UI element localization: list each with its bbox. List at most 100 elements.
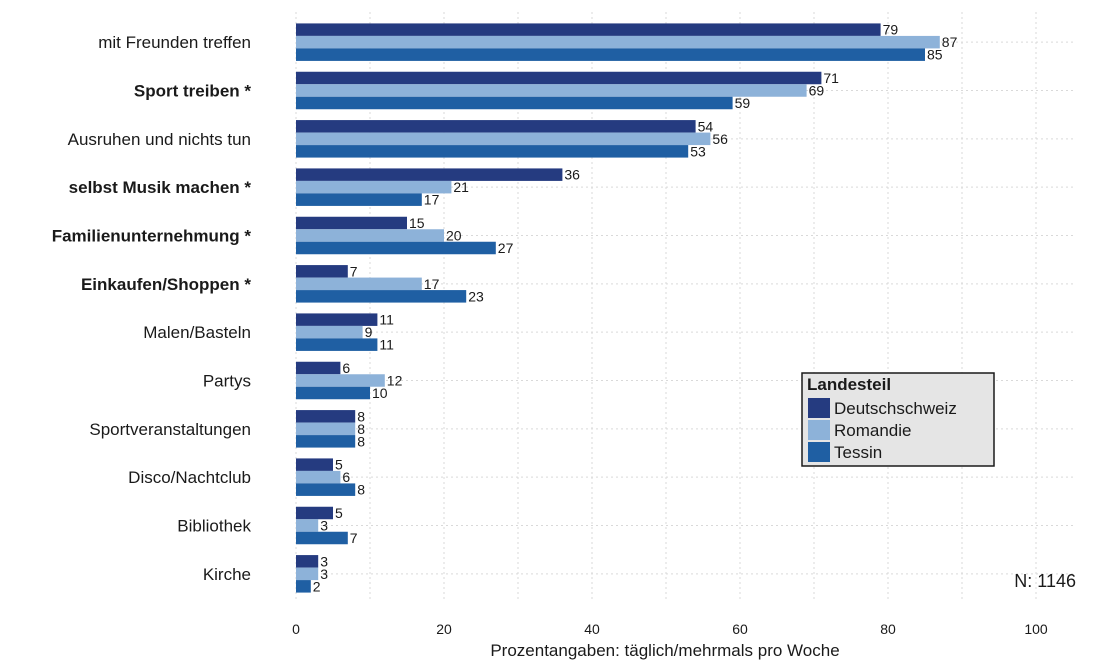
grid <box>295 12 1076 602</box>
data-label: 27 <box>498 240 514 256</box>
x-tick-label: 80 <box>880 621 896 637</box>
bar <box>296 23 881 36</box>
bar <box>296 410 356 423</box>
data-label: 17 <box>424 192 440 208</box>
category-label: Kirche <box>203 565 251 584</box>
x-tick-label: 100 <box>1024 621 1048 637</box>
bar <box>296 132 711 146</box>
data-label: 6 <box>342 469 350 485</box>
data-label: 6 <box>342 360 350 376</box>
data-label: 36 <box>564 167 580 183</box>
data-label: 17 <box>424 276 440 292</box>
bar <box>296 506 333 520</box>
data-label: 21 <box>453 179 469 195</box>
category-labels: mit Freunden treffen Sport treiben * Ausru… <box>52 33 252 584</box>
x-tick-label: 60 <box>732 621 748 637</box>
bar <box>296 386 370 400</box>
bar <box>296 241 496 255</box>
data-label: 87 <box>942 34 958 50</box>
legend-title: Landesteil <box>807 375 891 394</box>
x-tick-label: 40 <box>584 621 600 637</box>
category-label: Ausruhen und nichts tun <box>68 130 251 149</box>
bar <box>296 580 311 593</box>
bar <box>296 145 689 158</box>
category-label: mit Freunden treffen <box>98 33 251 52</box>
data-label: 15 <box>409 215 425 231</box>
data-label: 2 <box>313 578 321 594</box>
data-label: 56 <box>712 131 728 147</box>
data-label: 54 <box>698 118 714 134</box>
data-label: 3 <box>320 553 328 569</box>
data-label: 9 <box>365 324 373 340</box>
bar <box>296 470 341 484</box>
data-label: 12 <box>387 373 403 389</box>
category-label: Einkaufen/Shoppen * <box>81 275 251 294</box>
bar <box>296 313 378 326</box>
bar <box>296 35 940 49</box>
bar <box>296 531 348 545</box>
category-label: Disco/Nachtclub <box>128 468 251 487</box>
x-axis-label: Prozentangaben: täglich/mehrmals pro Woc… <box>490 641 839 660</box>
legend-swatch <box>808 420 830 440</box>
data-label: 3 <box>320 566 328 582</box>
data-label: 71 <box>823 70 839 86</box>
bar <box>296 374 385 387</box>
data-label: 7 <box>350 530 358 546</box>
bar <box>296 567 319 581</box>
legend: Landesteil Deutschschweiz Romandie Tessin <box>801 372 995 467</box>
bar <box>296 48 925 61</box>
bar <box>296 422 356 436</box>
legend-swatch <box>808 442 830 462</box>
bars <box>296 23 940 593</box>
bar <box>296 458 333 471</box>
data-label: 79 <box>883 22 899 38</box>
category-label: Partys <box>203 372 251 391</box>
bar <box>296 71 822 85</box>
bar <box>296 555 319 568</box>
legend-label: Tessin <box>834 443 882 462</box>
data-label: 5 <box>335 505 343 521</box>
data-label: 10 <box>372 385 388 401</box>
category-label: Familienunternehmung * <box>52 227 252 246</box>
data-label: 8 <box>357 433 365 449</box>
data-label: 20 <box>446 228 462 244</box>
bar <box>296 325 363 339</box>
data-label: 5 <box>335 457 343 473</box>
bar <box>296 265 348 278</box>
category-label: selbst Musik machen * <box>69 178 252 197</box>
bar <box>296 361 341 375</box>
data-label: 85 <box>927 47 943 63</box>
bar <box>296 435 356 448</box>
data-label: 69 <box>809 83 825 99</box>
data-label: 8 <box>357 408 365 424</box>
bar <box>296 216 407 230</box>
bar <box>296 277 422 291</box>
data-label: 11 <box>379 337 394 353</box>
bar <box>296 483 356 496</box>
bar <box>296 519 319 532</box>
bar <box>296 229 444 242</box>
category-label: Malen/Basteln <box>143 323 251 342</box>
data-label: 11 <box>379 312 394 328</box>
data-label: 59 <box>735 95 751 111</box>
x-tick-label: 0 <box>292 621 300 637</box>
value-labels: 7987857169595456533621171520277172311911… <box>313 22 958 595</box>
data-label: 23 <box>468 288 484 304</box>
data-label: 53 <box>690 143 706 159</box>
data-label: 7 <box>350 263 358 279</box>
bar <box>296 84 807 97</box>
legend-label: Romandie <box>834 421 912 440</box>
category-label: Bibliothek <box>177 517 251 536</box>
data-label: 8 <box>357 482 365 498</box>
bar <box>296 96 733 110</box>
legend-swatch <box>808 398 830 418</box>
bar <box>296 180 452 194</box>
category-label: Sportveranstaltungen <box>89 420 251 439</box>
bar <box>296 290 467 303</box>
category-label: Sport treiben * <box>134 82 252 101</box>
x-axis-ticks: 0 20 40 60 80 100 <box>292 621 1048 637</box>
data-label: 8 <box>357 421 365 437</box>
legend-box <box>801 372 995 467</box>
x-tick-label: 20 <box>436 621 452 637</box>
